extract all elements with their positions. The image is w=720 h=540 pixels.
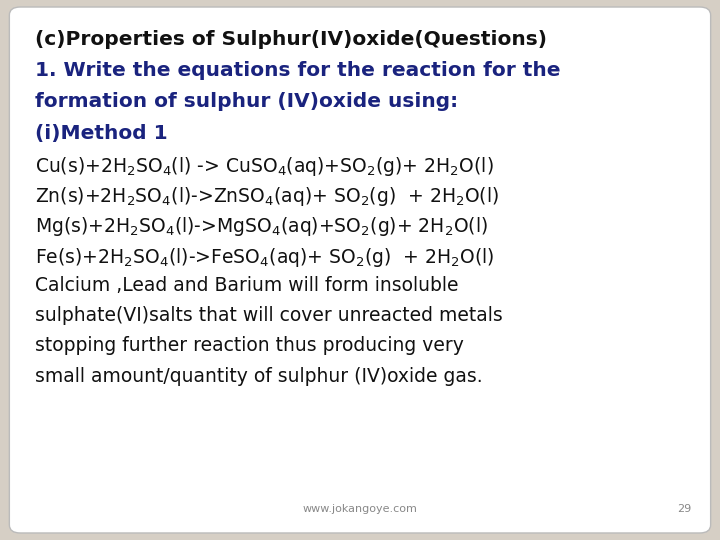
Text: stopping further reaction thus producing very: stopping further reaction thus producing…	[35, 336, 464, 355]
FancyBboxPatch shape	[9, 7, 711, 533]
Text: sulphate(VI)salts that will cover unreacted metals: sulphate(VI)salts that will cover unreac…	[35, 306, 503, 325]
Text: Cu(s)+2H$_2$SO$_4$(l) -> CuSO$_4$(aq)+SO$_2$(g)+ 2H$_2$O(l): Cu(s)+2H$_2$SO$_4$(l) -> CuSO$_4$(aq)+SO…	[35, 155, 493, 178]
Text: Mg(s)+2H$_2$SO$_4$(l)->MgSO$_4$(aq)+SO$_2$(g)+ 2H$_2$O(l): Mg(s)+2H$_2$SO$_4$(l)->MgSO$_4$(aq)+SO$_…	[35, 215, 487, 239]
Text: (c)Properties of Sulphur(IV)oxide(Questions): (c)Properties of Sulphur(IV)oxide(Questi…	[35, 30, 546, 49]
Text: www.jokangoye.com: www.jokangoye.com	[302, 504, 418, 514]
Text: 1. Write the equations for the reaction for the: 1. Write the equations for the reaction …	[35, 61, 560, 80]
Text: small amount/quantity of sulphur (IV)oxide gas.: small amount/quantity of sulphur (IV)oxi…	[35, 367, 482, 386]
Text: Fe(s)+2H$_2$SO$_4$(l)->FeSO$_4$(aq)+ SO$_2$(g)  + 2H$_2$O(l): Fe(s)+2H$_2$SO$_4$(l)->FeSO$_4$(aq)+ SO$…	[35, 246, 494, 269]
Text: formation of sulphur (IV)oxide using:: formation of sulphur (IV)oxide using:	[35, 92, 458, 111]
Text: Calcium ,Lead and Barium will form insoluble: Calcium ,Lead and Barium will form insol…	[35, 276, 458, 295]
Text: Zn(s)+2H$_2$SO$_4$(l)->ZnSO$_4$(aq)+ SO$_2$(g)  + 2H$_2$O(l): Zn(s)+2H$_2$SO$_4$(l)->ZnSO$_4$(aq)+ SO$…	[35, 185, 499, 208]
Text: (i)Method 1: (i)Method 1	[35, 124, 167, 143]
Text: 29: 29	[677, 504, 691, 514]
